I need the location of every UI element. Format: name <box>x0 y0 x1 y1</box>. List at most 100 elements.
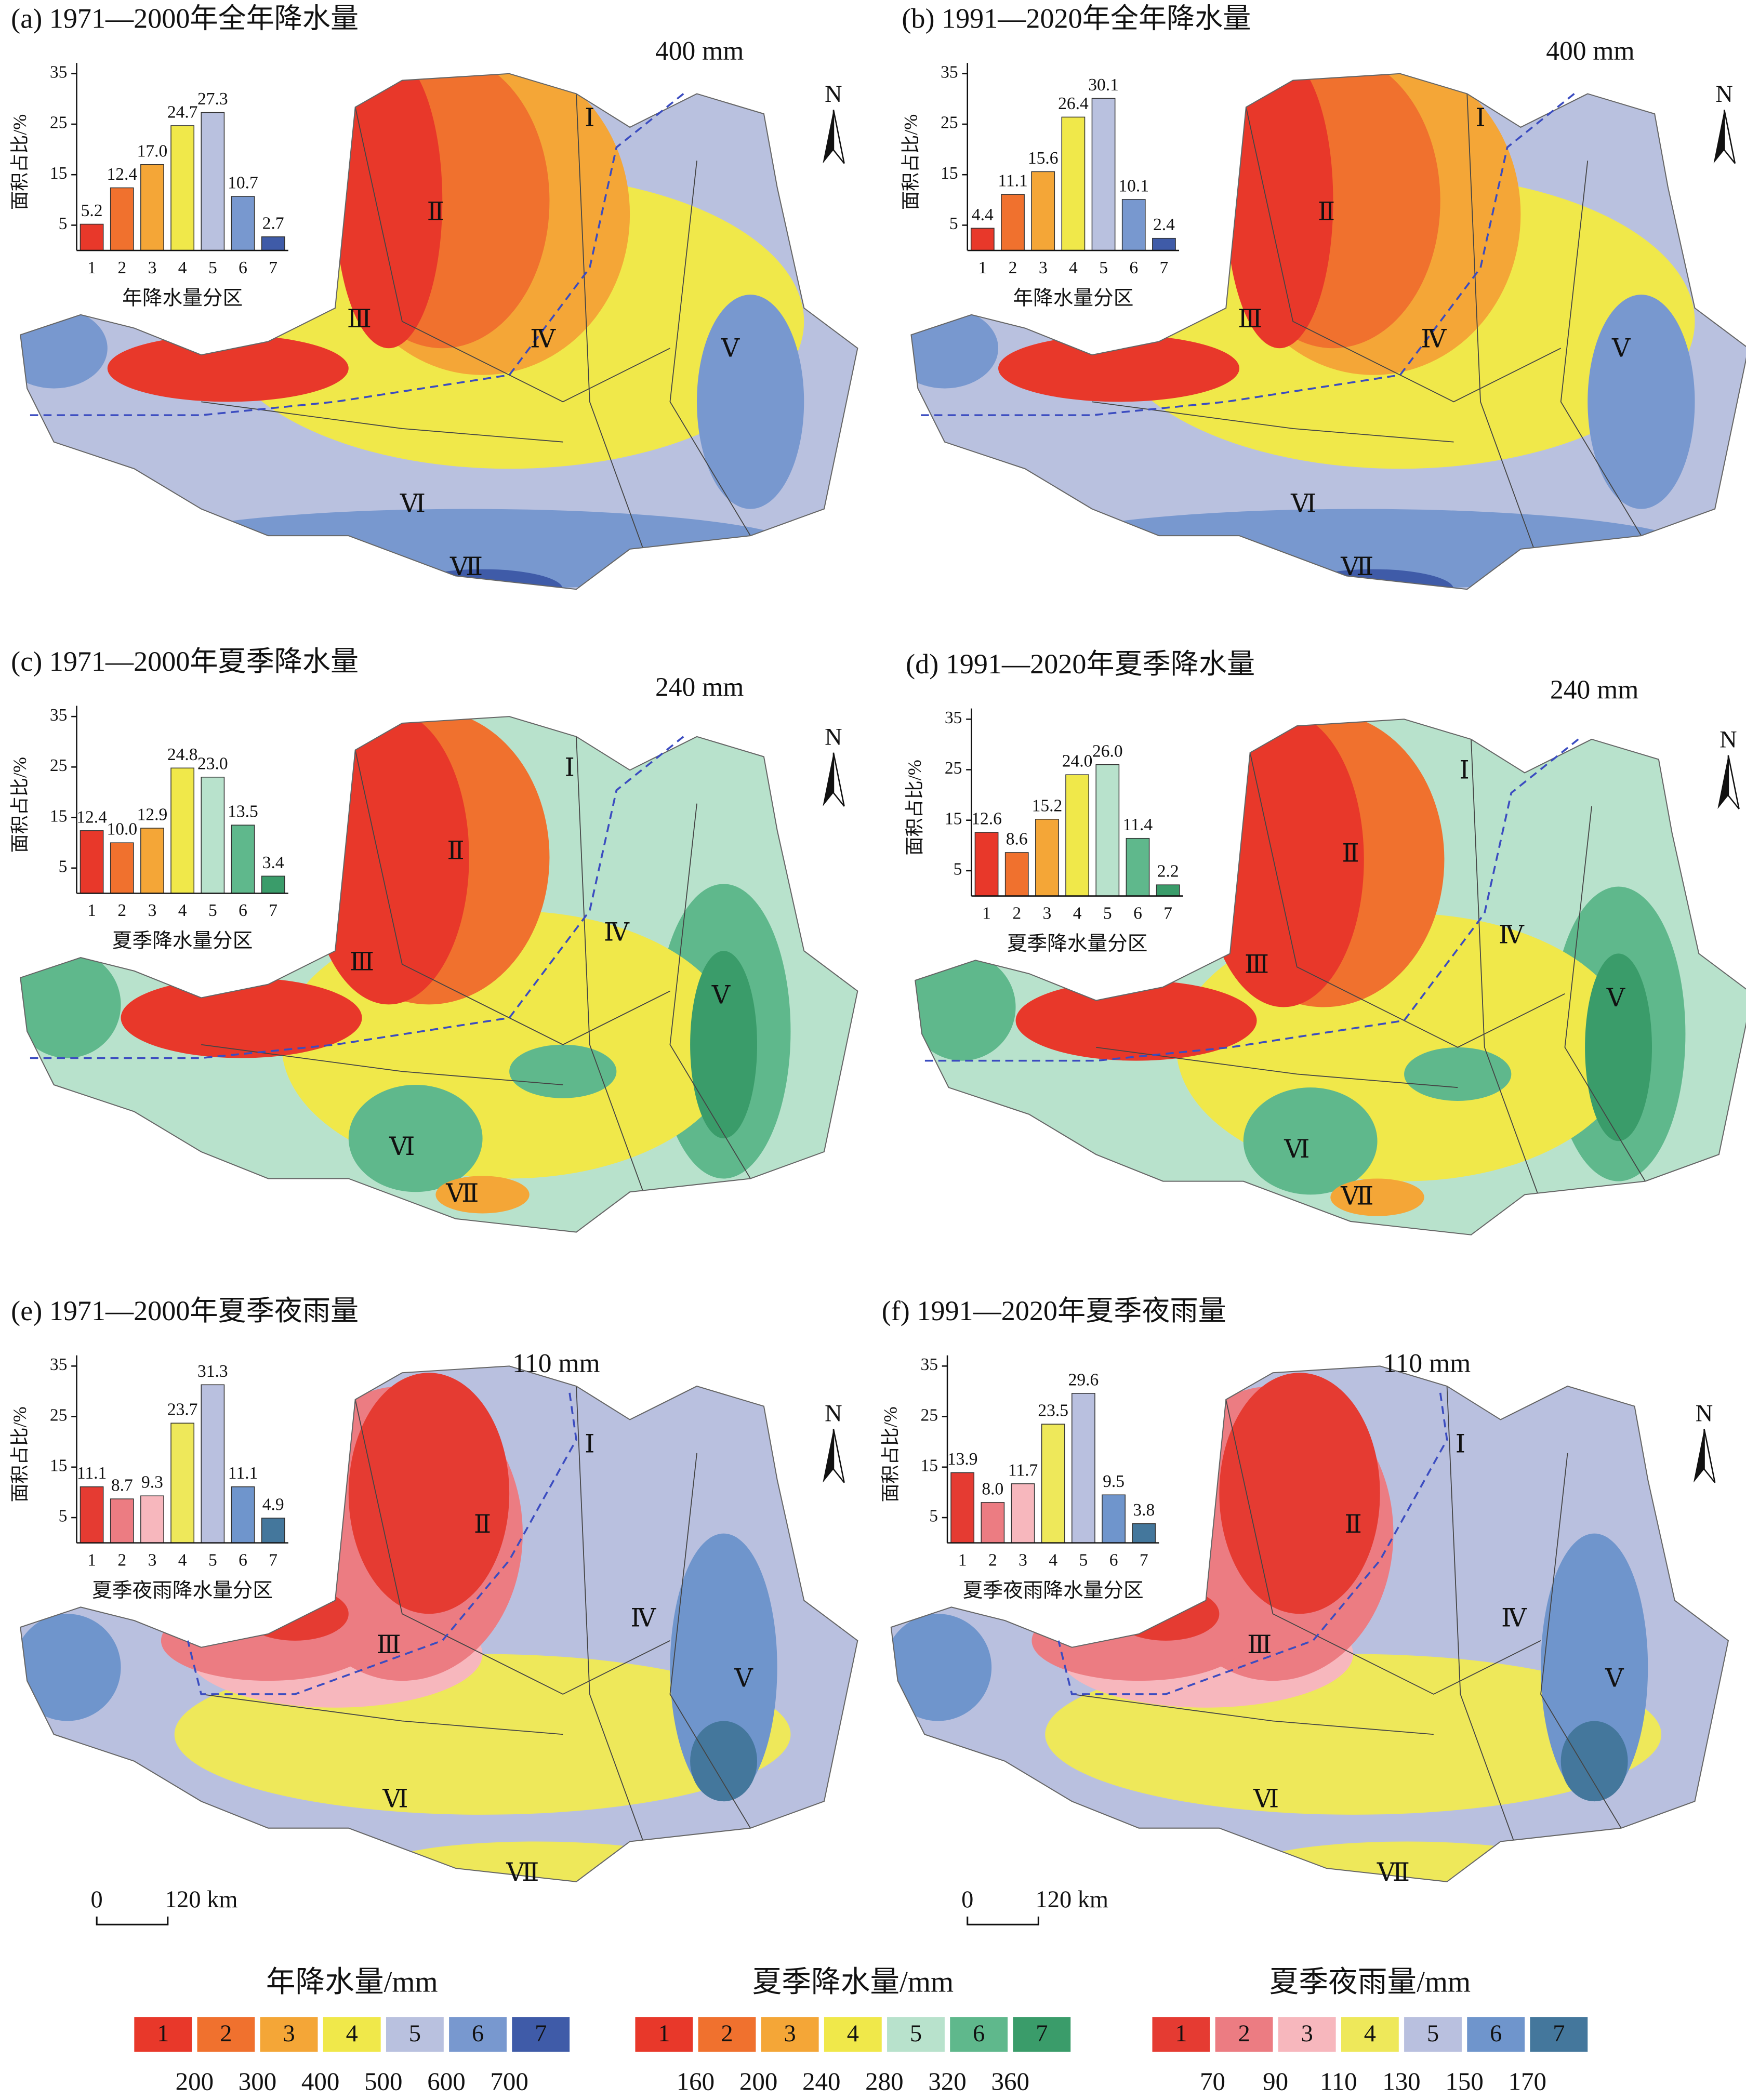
y-tick-label: 35 <box>50 1355 68 1374</box>
region-label: Ⅰ <box>585 103 594 132</box>
legend-swatch <box>761 2017 819 2052</box>
x-tick-label: 5 <box>1099 258 1108 277</box>
legend-swatch <box>1341 2017 1399 2052</box>
region-label: Ⅴ <box>1606 983 1626 1012</box>
map-subbasin-lines <box>201 1386 751 1842</box>
x-tick-label: 6 <box>239 258 247 277</box>
bar <box>1156 884 1180 897</box>
y-tick-label: 35 <box>921 1355 938 1374</box>
y-axis-label: 面积占比/% <box>900 114 921 210</box>
north-arrow <box>1713 110 1725 164</box>
region-label: Ⅴ <box>711 981 731 1009</box>
y-tick-label: 35 <box>50 706 68 725</box>
y-axis-label: 面积占比/% <box>904 760 925 855</box>
legend-swatch <box>1530 2017 1588 2052</box>
map-outline <box>20 716 858 1233</box>
bar <box>1061 116 1086 251</box>
value-label: 13.9 <box>947 1450 978 1469</box>
region-label: Ⅴ <box>1605 1664 1624 1692</box>
map-subbasin-lines <box>1072 1386 1622 1842</box>
value-label: 23.7 <box>167 1400 198 1419</box>
x-tick-label: 1 <box>982 903 991 923</box>
y-tick-label: 15 <box>50 806 68 826</box>
x-tick-label: 3 <box>1019 1550 1027 1570</box>
bar <box>1041 1424 1065 1544</box>
value-label: 17.0 <box>137 141 168 161</box>
isoline <box>27 93 684 416</box>
value-label: 11.7 <box>1008 1460 1038 1480</box>
region-label: Ⅰ <box>1475 103 1485 132</box>
region-label: Ⅱ <box>1318 197 1335 226</box>
legend-break: 70 <box>1200 2067 1225 2095</box>
legend-swatch <box>1152 2017 1210 2052</box>
region-label: Ⅵ <box>1284 1135 1310 1163</box>
region-label: Ⅳ <box>530 325 556 353</box>
panel-title: (a) 1971—2000年全年降水量 <box>11 3 359 34</box>
map-zone <box>697 295 804 509</box>
x-tick-label: 7 <box>1160 258 1169 277</box>
map-zone <box>1226 73 1333 349</box>
region-label: Ⅶ <box>449 552 483 581</box>
value-label: 11.4 <box>1123 815 1153 834</box>
bar <box>1102 1494 1126 1544</box>
bar <box>140 828 164 894</box>
x-tick-label: 1 <box>87 901 96 920</box>
value-label: 30.1 <box>1088 75 1119 95</box>
legend-swatch <box>1215 2017 1273 2052</box>
value-label: 4.4 <box>972 205 994 224</box>
x-tick-label: 4 <box>178 258 187 277</box>
bar <box>261 875 285 894</box>
region-label: Ⅲ <box>1245 950 1269 978</box>
x-tick-label: 3 <box>148 1550 157 1570</box>
legend-swatch <box>1013 2017 1071 2052</box>
legend-break: 600 <box>427 2067 465 2095</box>
map-subbasin-lines <box>201 94 751 550</box>
bar <box>1095 764 1120 897</box>
region-label: Ⅰ <box>585 1429 594 1458</box>
bar <box>201 1384 225 1544</box>
legend-break: 150 <box>1445 2067 1483 2095</box>
x-axis-label: 夏季夜雨降水量分区 <box>92 1579 273 1602</box>
north-arrow <box>1717 755 1728 809</box>
value-label: 12.9 <box>137 805 168 824</box>
bar <box>80 830 104 894</box>
y-tick-label: 5 <box>949 214 958 233</box>
bar <box>1001 194 1025 251</box>
panel-title: (d) 1991—2020年夏季降水量 <box>906 648 1255 680</box>
map-zone <box>1585 953 1652 1141</box>
legend-break: 160 <box>677 2067 715 2095</box>
legend-class: 1 <box>157 2021 169 2047</box>
region-label: Ⅰ <box>564 753 574 781</box>
map-zone <box>1203 719 1364 1007</box>
legend-class: 6 <box>472 2021 484 2047</box>
bar <box>170 125 195 251</box>
y-tick-label: 15 <box>50 1456 68 1475</box>
y-axis-label: 面积占比/% <box>9 114 30 210</box>
x-tick-label: 2 <box>117 901 126 920</box>
value-label: 24.0 <box>1062 752 1093 771</box>
legend-swatch <box>134 2017 192 2052</box>
value-label: 13.5 <box>228 802 258 821</box>
north-label: N <box>1715 81 1733 108</box>
legend-class: 5 <box>1427 2021 1439 2047</box>
region-label: Ⅶ <box>445 1179 479 1207</box>
value-label: 10.0 <box>107 820 137 839</box>
scale-label: 0 <box>961 1886 973 1913</box>
y-tick-label: 15 <box>50 164 68 183</box>
value-label: 12.4 <box>76 807 107 827</box>
map-zone <box>1015 980 1257 1061</box>
bar <box>110 187 134 251</box>
value-label: 26.4 <box>1058 94 1089 113</box>
panel: (e) 1971—2000年夏季夜雨量 110 mm Ⅰ Ⅱ Ⅲ Ⅳ Ⅴ Ⅵ Ⅶ N 0 120 km… <box>9 1295 858 1925</box>
region-label: Ⅵ <box>382 1784 408 1813</box>
map-zone <box>1541 1533 1648 1802</box>
map-zone <box>1404 1047 1512 1101</box>
legend-swatch <box>1467 2017 1525 2052</box>
legend-break: 700 <box>490 2067 528 2095</box>
legend-swatch <box>950 2017 1008 2052</box>
x-tick-label: 4 <box>1073 903 1082 923</box>
region-label: Ⅶ <box>1340 552 1373 581</box>
region-label: Ⅱ <box>1342 839 1359 867</box>
bar <box>1065 774 1089 897</box>
